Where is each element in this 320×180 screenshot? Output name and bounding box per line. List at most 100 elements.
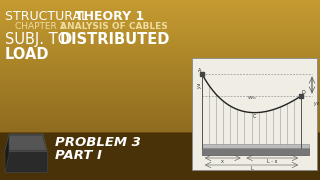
Text: DISTRIBUTED: DISTRIBUTED bbox=[60, 32, 170, 47]
Bar bbox=[0, 90, 320, 92]
Bar bbox=[0, 142, 320, 144]
Bar bbox=[0, 54, 320, 56]
Bar bbox=[0, 31, 320, 34]
Bar bbox=[0, 106, 320, 108]
Text: ANALYSIS OF CABLES: ANALYSIS OF CABLES bbox=[60, 22, 168, 31]
Text: L: L bbox=[250, 166, 253, 171]
Bar bbox=[0, 110, 320, 112]
Bar bbox=[0, 2, 320, 4]
Text: STRUCTURAL: STRUCTURAL bbox=[5, 10, 92, 23]
Bar bbox=[0, 68, 320, 70]
Bar bbox=[0, 72, 320, 74]
Text: L - x: L - x bbox=[267, 159, 277, 164]
Bar bbox=[0, 0, 320, 2]
Bar bbox=[0, 171, 320, 173]
Bar bbox=[0, 144, 320, 146]
Bar bbox=[0, 148, 320, 151]
Bar bbox=[0, 158, 320, 160]
Bar bbox=[0, 119, 320, 122]
Text: x: x bbox=[221, 159, 224, 164]
Bar bbox=[0, 22, 320, 25]
Bar bbox=[0, 47, 320, 50]
Bar bbox=[0, 153, 320, 155]
Bar bbox=[0, 126, 320, 128]
Bar bbox=[0, 83, 320, 86]
Text: $w_o$: $w_o$ bbox=[247, 94, 257, 102]
Polygon shape bbox=[5, 134, 9, 172]
Bar bbox=[0, 92, 320, 94]
Bar bbox=[0, 45, 320, 47]
Text: A: A bbox=[198, 68, 201, 73]
Bar bbox=[0, 56, 320, 58]
Bar bbox=[0, 14, 320, 16]
Bar bbox=[0, 40, 320, 43]
Bar bbox=[0, 146, 320, 148]
Text: $y_A$: $y_A$ bbox=[196, 82, 204, 89]
Bar bbox=[0, 122, 320, 124]
Bar bbox=[0, 97, 320, 99]
Bar bbox=[0, 76, 320, 79]
Bar bbox=[0, 132, 320, 180]
Bar bbox=[0, 176, 320, 178]
Text: PROBLEM 3: PROBLEM 3 bbox=[55, 136, 141, 149]
Bar bbox=[0, 27, 320, 29]
Bar bbox=[0, 74, 320, 76]
Bar bbox=[0, 112, 320, 115]
Bar bbox=[0, 4, 320, 7]
Bar bbox=[0, 103, 320, 106]
Bar bbox=[0, 9, 320, 11]
Polygon shape bbox=[7, 136, 46, 150]
Bar bbox=[0, 63, 320, 65]
Bar bbox=[0, 155, 320, 158]
Bar bbox=[0, 79, 320, 81]
Bar bbox=[0, 18, 320, 20]
Text: PART I: PART I bbox=[55, 149, 102, 162]
Bar bbox=[0, 173, 320, 176]
Bar bbox=[0, 38, 320, 40]
Text: LOAD: LOAD bbox=[5, 47, 50, 62]
Bar bbox=[0, 166, 320, 169]
Bar bbox=[0, 135, 320, 137]
Bar bbox=[0, 20, 320, 22]
Bar bbox=[0, 108, 320, 110]
Bar bbox=[0, 88, 320, 90]
Text: THEORY 1: THEORY 1 bbox=[75, 10, 144, 23]
Bar bbox=[0, 65, 320, 68]
Bar bbox=[0, 130, 320, 133]
Bar bbox=[0, 81, 320, 83]
Text: $y_B$: $y_B$ bbox=[313, 100, 320, 108]
Bar bbox=[0, 11, 320, 14]
Bar bbox=[0, 61, 320, 63]
Bar bbox=[0, 94, 320, 97]
Polygon shape bbox=[5, 134, 47, 151]
Bar bbox=[192, 58, 317, 170]
Text: SUBJ. TO: SUBJ. TO bbox=[5, 32, 74, 47]
Bar bbox=[0, 115, 320, 117]
Bar bbox=[0, 58, 320, 61]
Bar bbox=[0, 140, 320, 142]
Bar bbox=[0, 52, 320, 54]
Bar bbox=[0, 70, 320, 72]
Bar bbox=[0, 99, 320, 101]
Bar bbox=[0, 101, 320, 104]
Bar bbox=[0, 162, 320, 164]
Bar bbox=[0, 132, 320, 133]
Text: CHAPTER 2: CHAPTER 2 bbox=[15, 22, 65, 31]
Bar bbox=[0, 169, 320, 171]
Bar bbox=[0, 34, 320, 36]
Bar bbox=[0, 160, 320, 162]
Bar bbox=[0, 151, 320, 153]
Bar bbox=[0, 178, 320, 180]
Polygon shape bbox=[5, 151, 47, 172]
Bar bbox=[0, 36, 320, 38]
Bar bbox=[0, 124, 320, 126]
Bar bbox=[0, 117, 320, 119]
Text: C: C bbox=[253, 114, 256, 119]
Bar bbox=[202, 144, 309, 148]
Bar bbox=[0, 50, 320, 52]
Bar bbox=[0, 137, 320, 140]
Bar bbox=[0, 29, 320, 31]
Bar bbox=[0, 164, 320, 166]
Bar bbox=[202, 148, 309, 155]
Bar bbox=[0, 25, 320, 27]
